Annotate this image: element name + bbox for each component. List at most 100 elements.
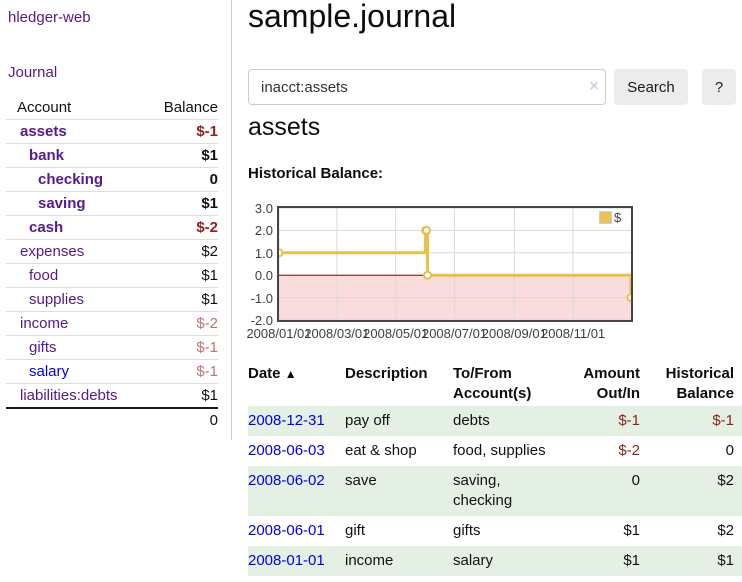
transaction-date-link[interactable]: 2008-06-02 xyxy=(248,472,325,489)
amount-column-header: Amount Out/In xyxy=(583,365,640,402)
account-balance: $1 xyxy=(201,267,218,284)
account-total-row: 0 xyxy=(6,408,218,432)
page-title: sample.journal xyxy=(248,0,457,34)
account-row-supplies: supplies $1 xyxy=(6,287,218,312)
transaction-balance: $2 xyxy=(717,522,734,539)
account-heading: assets xyxy=(248,113,321,141)
transaction-date-link[interactable]: 2008-06-03 xyxy=(248,442,325,459)
transaction-description: income xyxy=(345,552,394,569)
balance-column-header: Balance xyxy=(163,99,218,116)
y-tick-label: 0.0 xyxy=(254,268,273,284)
transaction-row: 2008-06-03 eat & shop food, supplies $-2… xyxy=(248,436,742,466)
help-button[interactable]: ? xyxy=(702,69,736,105)
account-link[interactable]: expenses xyxy=(20,243,85,260)
x-tick-label: 2008/11/01 xyxy=(541,326,606,341)
transaction-description: save xyxy=(345,472,377,489)
account-column-header: Account xyxy=(17,99,72,116)
transaction-balance: 0 xyxy=(725,442,734,459)
account-row-assets: assets $-1 xyxy=(6,119,218,144)
account-link[interactable]: assets xyxy=(20,123,67,140)
account-row-salary: salary $-1 xyxy=(6,359,218,384)
account-balance: $-1 xyxy=(196,363,218,380)
chart-plot-area xyxy=(274,206,636,322)
transaction-balance: $-1 xyxy=(712,412,734,429)
account-row-income: income $-2 xyxy=(6,311,218,336)
transaction-amount: $1 xyxy=(623,522,640,539)
account-link[interactable]: supplies xyxy=(29,291,85,308)
clear-search-icon[interactable]: × xyxy=(589,78,599,95)
account-link[interactable]: saving xyxy=(38,195,86,212)
transaction-date-link[interactable]: 2008-06-01 xyxy=(248,522,325,539)
transaction-row: 2008-01-01 income salary $1 $1 xyxy=(248,546,742,576)
account-balance: $1 xyxy=(201,291,218,308)
account-link[interactable]: bank xyxy=(29,147,65,164)
account-link[interactable]: income xyxy=(20,315,69,332)
account-row-expenses: expenses $2 xyxy=(6,239,218,264)
account-balance: $-1 xyxy=(196,339,218,356)
sort-ascending-icon: ▲ xyxy=(284,367,297,381)
account-balance-table: Account Balance assets $-1 bank $1 check… xyxy=(6,96,218,432)
register-table: Date ▲ Description To/From Account(s) Am… xyxy=(248,362,742,576)
x-tick-label: 2008/07/01 xyxy=(421,326,488,341)
legend-label: $ xyxy=(614,210,622,225)
account-balance: $2 xyxy=(201,243,218,260)
account-row-cash: cash $-2 xyxy=(6,215,218,240)
balance-chart-svg xyxy=(274,207,636,321)
y-tick-label: 3.0 xyxy=(254,201,273,216)
y-tick-label: 1.0 xyxy=(254,245,273,261)
sidebar-item-journal[interactable]: Journal xyxy=(8,64,58,81)
account-row-gifts: gifts $-1 xyxy=(6,335,218,360)
search-input[interactable] xyxy=(248,69,606,105)
transaction-balance: $1 xyxy=(717,552,734,569)
account-row-checking: checking 0 xyxy=(6,167,218,192)
transaction-row: 2008-06-02 save saving, checking 0 $2 xyxy=(248,466,742,516)
date-column-header[interactable]: Date ▲ xyxy=(248,365,297,382)
transaction-date-link[interactable]: 2008-12-31 xyxy=(248,412,325,429)
transaction-description: eat & shop xyxy=(345,442,417,459)
chart-title: Historical Balance: xyxy=(248,165,384,182)
transaction-accounts: food, supplies xyxy=(453,442,546,459)
account-link[interactable]: salary xyxy=(29,363,70,380)
historical-balance-chart: 3.0 2.0 1.0 0.0 -1.0 -2.0 2008/01/01 2008/03/0… xyxy=(246,200,742,348)
account-row-saving: saving $1 xyxy=(6,191,218,216)
x-tick-label: 2008/01/01 xyxy=(246,326,312,341)
transaction-date-link[interactable]: 2008-01-01 xyxy=(248,552,325,569)
transaction-row: 2008-06-01 gift gifts $1 $2 xyxy=(248,516,742,546)
transaction-accounts: salary xyxy=(453,552,494,569)
main-content: sample.journal × Search ? assets Histori… xyxy=(246,0,742,582)
x-tick-label: 2008/09/01 xyxy=(481,326,547,341)
transaction-balance: $2 xyxy=(717,472,734,489)
y-tick-label: -1.0 xyxy=(250,290,273,306)
transaction-amount: 0 xyxy=(631,472,640,489)
app-title-link[interactable]: hledger-web xyxy=(8,9,91,26)
x-tick-label: 2008/03/01 xyxy=(304,326,370,341)
account-link[interactable]: gifts xyxy=(29,339,57,356)
transaction-description: pay off xyxy=(345,412,390,429)
legend-swatch-icon xyxy=(598,210,613,225)
transaction-accounts: gifts xyxy=(453,522,481,539)
account-link[interactable]: liabilities:debts xyxy=(20,387,118,404)
search-button[interactable]: Search xyxy=(614,69,688,105)
account-balance: $-2 xyxy=(196,219,218,236)
account-balance: $-1 xyxy=(196,123,218,140)
transaction-description: gift xyxy=(345,522,366,539)
transaction-amount: $-1 xyxy=(618,412,640,429)
transaction-accounts: debts xyxy=(453,412,490,429)
account-link[interactable]: food xyxy=(29,267,59,284)
account-link[interactable]: cash xyxy=(29,219,64,236)
transaction-accounts: saving, checking xyxy=(453,472,513,509)
total-balance: 0 xyxy=(209,412,218,429)
description-column-header: Description xyxy=(345,365,428,382)
account-row-food: food $1 xyxy=(6,263,218,288)
account-balance: $1 xyxy=(201,387,218,404)
account-balance: 0 xyxy=(209,171,218,188)
account-link[interactable]: checking xyxy=(38,171,104,188)
account-table-header: Account Balance xyxy=(6,96,218,120)
account-row-liabilities-debts: liabilities:debts $1 xyxy=(6,383,218,409)
chart-legend: $ xyxy=(598,210,623,225)
account-balance: $1 xyxy=(201,147,218,164)
x-tick-label: 2008/05/01 xyxy=(363,326,429,341)
account-row-bank: bank $1 xyxy=(6,143,218,168)
y-tick-label: 2.0 xyxy=(254,223,273,239)
transaction-row: 2008-12-31 pay off debts $-1 $-1 xyxy=(248,406,742,436)
